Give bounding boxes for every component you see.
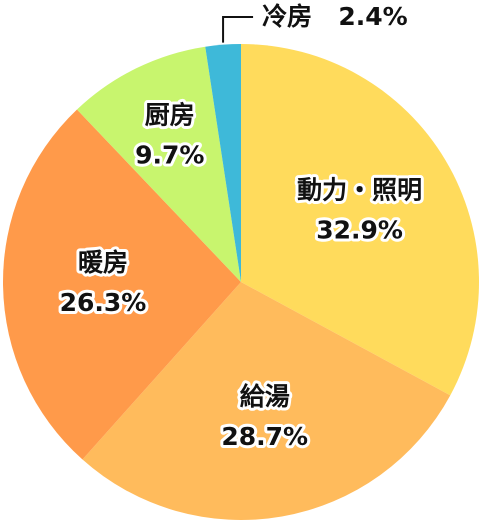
pie-slice: [2, 109, 241, 460]
pie-slice: [205, 44, 241, 282]
value-label: 2.4%: [338, 2, 407, 31]
value-label: 9.7%: [135, 141, 204, 170]
slice-label: 冷房: [262, 2, 312, 31]
value-label: 32.9%: [316, 215, 403, 244]
pie-slice: [76, 46, 242, 283]
slice-label: 給湯: [240, 382, 290, 411]
pie-slice: [241, 44, 479, 396]
slice-label: 厨房: [145, 101, 195, 130]
slice-label: 暖房: [78, 248, 128, 277]
value-label: 28.7%: [221, 422, 308, 451]
leader-line: [222, 16, 254, 43]
pie-slice: [82, 282, 451, 521]
slice-label: 動力・照明: [297, 175, 422, 204]
value-label: 26.3%: [60, 288, 147, 317]
